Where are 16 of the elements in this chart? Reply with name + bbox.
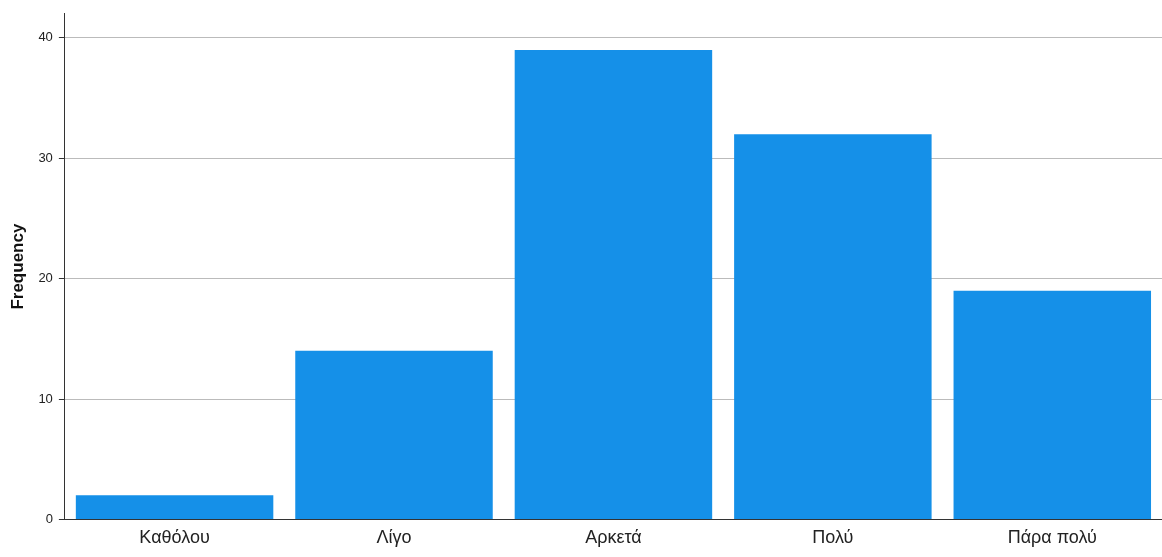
x-tick-label: Καθόλου <box>139 527 210 548</box>
y-axis-title: Frequency <box>7 223 27 310</box>
x-tick-label: Αρκετά <box>585 527 642 548</box>
y-tick-label: 30 <box>38 149 53 165</box>
y-tick-label: 10 <box>38 390 53 406</box>
bar <box>514 49 713 519</box>
bar <box>295 350 493 519</box>
bar <box>75 495 274 519</box>
x-tick-label: Λίγο <box>376 527 412 548</box>
x-tick-label: Πολύ <box>812 527 854 548</box>
y-tick-label: 0 <box>45 510 53 526</box>
x-tick-label: Πάρα πολύ <box>1007 527 1097 548</box>
bar <box>953 290 1152 519</box>
y-tick-label: 40 <box>38 29 53 45</box>
bar <box>734 134 932 519</box>
y-tick-label: 20 <box>38 270 53 286</box>
